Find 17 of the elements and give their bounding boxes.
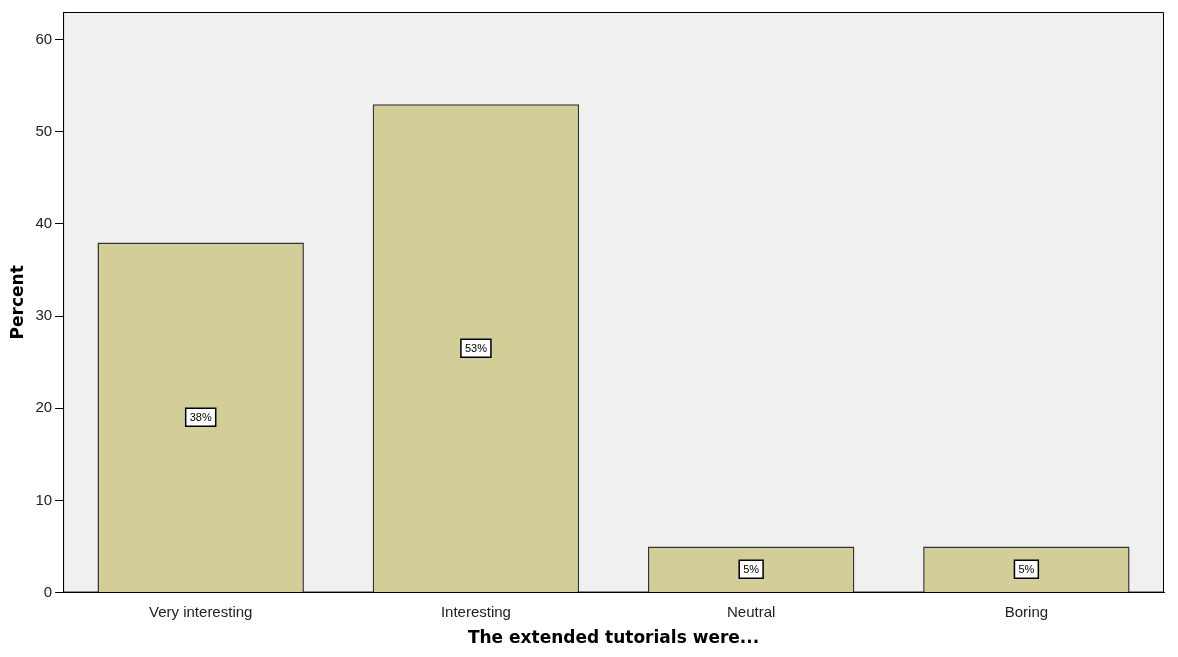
data-label: 38%	[189, 411, 212, 424]
y-tick-label: 0	[43, 582, 53, 600]
y-tick-label: 50	[35, 121, 53, 139]
x-tick-label: Boring	[1004, 602, 1049, 620]
y-tick-label: 20	[35, 398, 53, 416]
data-label: 53%	[464, 342, 488, 355]
x-tick-label: Very interesting	[149, 602, 253, 620]
y-axis-title: Percent	[6, 265, 27, 340]
y-tick-label: 30	[35, 306, 53, 324]
y-tick-label: 10	[35, 490, 53, 508]
y-tick-label: 40	[35, 214, 53, 232]
data-label: 5%	[1018, 563, 1035, 576]
x-axis-title: The extended tutorials were...	[467, 627, 760, 648]
y-tick-label: 60	[35, 29, 53, 47]
x-tick-label: Interesting	[440, 602, 511, 620]
x-tick-label: Neutral	[726, 602, 776, 620]
data-label: 5%	[743, 563, 760, 576]
